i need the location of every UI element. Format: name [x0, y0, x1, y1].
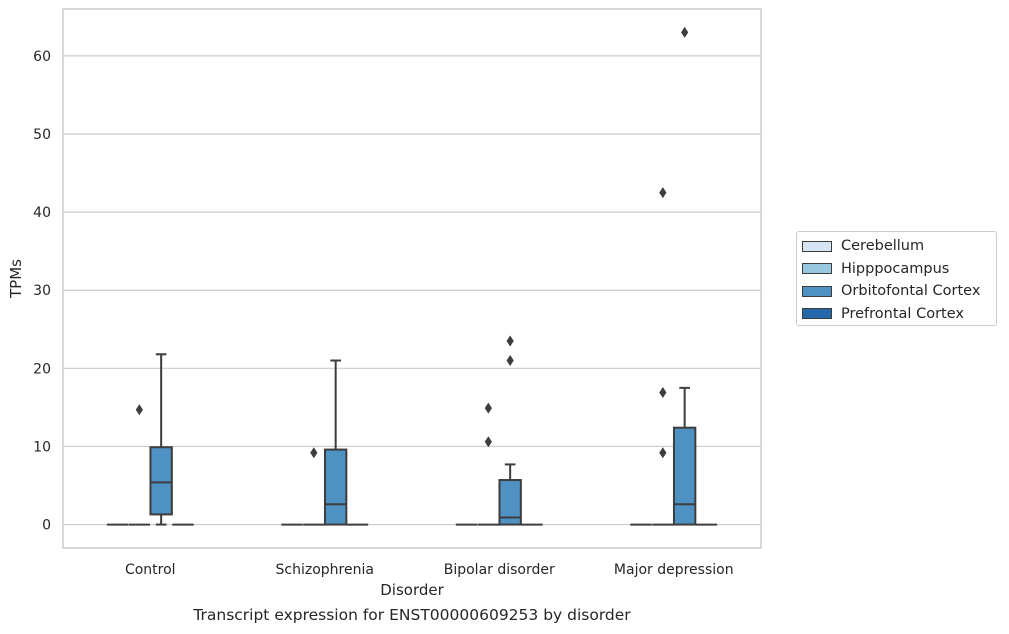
x-axis-label: Disorder — [380, 581, 444, 599]
outlier-point — [659, 387, 667, 399]
plot-marks — [106, 26, 718, 526]
outlier-point — [484, 436, 492, 448]
legend-label: Cerebellum — [841, 238, 925, 255]
y-tick-label: 0 — [42, 518, 51, 534]
box-body — [149, 446, 173, 516]
box-0-2 — [149, 353, 173, 526]
outlier-point — [681, 26, 689, 38]
y-axis-ticks: 0 10 20 30 40 50 60 — [33, 49, 51, 534]
box-2-2 — [498, 335, 522, 526]
x-tick-label: Control — [125, 562, 176, 578]
outlier-point — [659, 187, 667, 199]
y-tick-label: 10 — [33, 439, 51, 455]
legend-item: Orbitofontal Cortex — [802, 280, 996, 303]
x-tick-label: Major depression — [614, 562, 734, 578]
y-axis-label: TPMs — [7, 259, 25, 299]
legend-swatch — [802, 285, 832, 297]
legend-swatch — [802, 240, 832, 252]
x-axis-ticks: Control Schizophrenia Bipolar disorder Majo… — [125, 562, 734, 578]
outlier-point — [506, 355, 514, 367]
legend-item: Cerebellum — [802, 235, 996, 258]
box-body — [672, 426, 697, 526]
x-tick-label: Bipolar disorder — [444, 562, 555, 578]
box-3-1 — [652, 187, 674, 526]
legend-label: Orbitofontal Cortex — [841, 283, 981, 300]
outlier-point — [659, 447, 667, 459]
legend-label: Hipppocampus — [841, 260, 950, 277]
legend-item: Hipppocampus — [802, 258, 996, 281]
legend-swatch — [802, 308, 832, 320]
chart-caption: Transcript expression for ENST0000060925… — [193, 606, 631, 624]
plot-frame — [62, 8, 762, 549]
x-tick-label: Schizophrenia — [276, 562, 374, 578]
outlier-point — [484, 402, 492, 414]
outlier-point — [135, 404, 143, 416]
y-tick-label: 40 — [33, 205, 51, 221]
box-3-2 — [672, 26, 697, 526]
legend: Cerebellum Hipppocampus Orbitofontal Corte… — [796, 231, 997, 326]
box-1-2 — [323, 359, 348, 526]
y-tick-label: 50 — [33, 127, 51, 143]
box-2-1 — [477, 402, 500, 526]
y-tick-label: 30 — [33, 283, 51, 299]
y-tick-label: 60 — [33, 49, 51, 65]
box-0-1 — [128, 404, 151, 526]
box-body — [323, 448, 348, 526]
box-body — [498, 479, 522, 526]
legend-swatch — [802, 263, 832, 275]
outlier-point — [506, 335, 514, 347]
y-tick-label: 20 — [33, 361, 51, 377]
outlier-point — [310, 447, 318, 459]
gridlines — [63, 55, 761, 526]
legend-item: Prefrontal Cortex — [802, 303, 996, 326]
box-1-1 — [303, 447, 325, 526]
legend-label: Prefrontal Cortex — [841, 305, 964, 322]
